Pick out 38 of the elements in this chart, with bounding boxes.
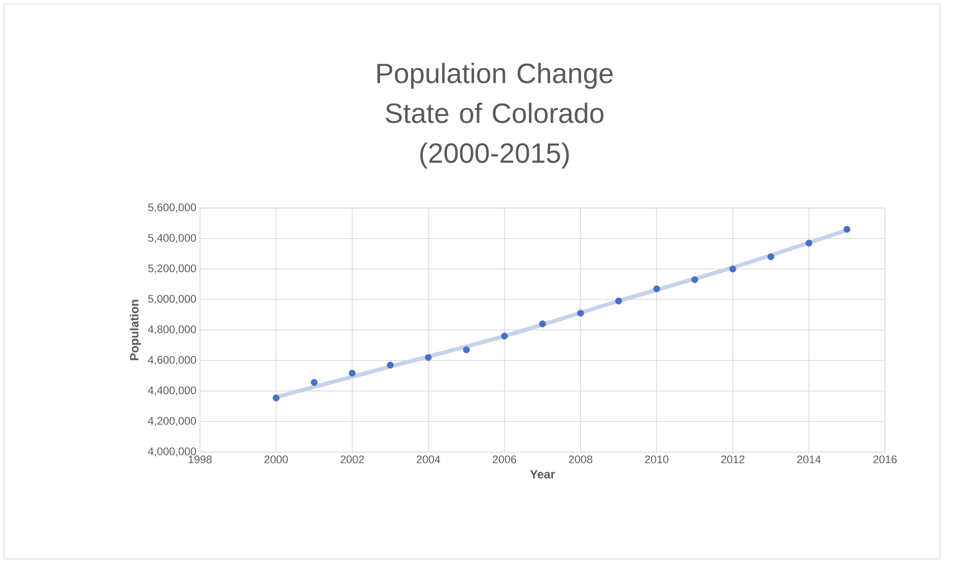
y-tick-label: 5,000,000 xyxy=(148,294,196,304)
point xyxy=(844,226,850,233)
point xyxy=(501,332,508,340)
x-tick-label: 2004 xyxy=(416,456,440,464)
point xyxy=(463,346,470,354)
point xyxy=(806,240,812,246)
y-tick-label: 4,400,000 xyxy=(148,386,196,396)
point xyxy=(386,362,394,368)
x-tick-label: 2016 xyxy=(873,456,897,464)
point xyxy=(653,285,660,292)
point xyxy=(691,276,698,284)
y-tick-label: 5,400,000 xyxy=(148,234,196,244)
x-tick-label: 2008 xyxy=(568,456,592,464)
y-tick-label: 4,000,000 xyxy=(148,447,196,457)
x-axis-title: Year xyxy=(530,470,555,478)
y-tick-label: 5,600,000 xyxy=(148,203,196,213)
point xyxy=(272,394,280,402)
chart-title: Population Change State of Colorado (2000-2015) xyxy=(377,62,613,168)
y-tick-label: 5,200,000 xyxy=(148,264,196,274)
y-axis-title: Population xyxy=(130,300,141,360)
point xyxy=(615,298,622,304)
y-tick-label: 4,200,000 xyxy=(148,416,196,426)
y-tick-label: 4,600,000 xyxy=(148,356,196,366)
y-tick-label: 4,800,000 xyxy=(148,325,196,335)
x-tick-label: 2000 xyxy=(264,456,288,464)
point xyxy=(767,253,774,260)
x-tick-label: 2002 xyxy=(340,456,364,464)
x-tick-label: 2012 xyxy=(721,456,744,464)
point xyxy=(577,310,584,317)
x-tick-label: 2006 xyxy=(492,456,516,464)
point xyxy=(729,266,736,272)
point xyxy=(310,379,318,386)
point xyxy=(539,320,546,328)
point xyxy=(424,354,432,361)
x-tick-label: 2014 xyxy=(797,456,821,464)
x-tick-label: 2010 xyxy=(645,456,668,464)
point xyxy=(348,370,356,377)
x-tick-label: 1998 xyxy=(188,456,212,464)
